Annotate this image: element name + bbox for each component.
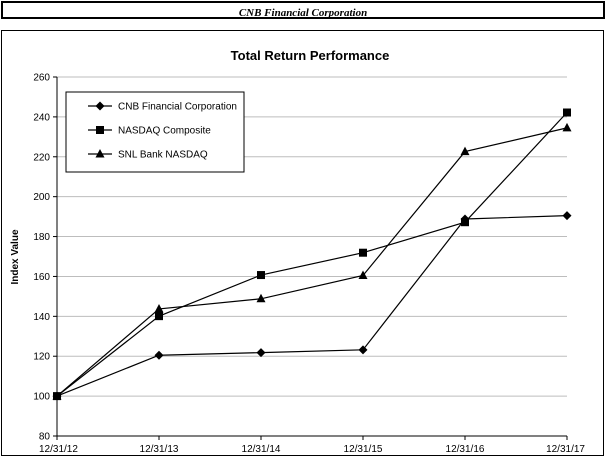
gridlines — [57, 76, 567, 397]
legend-label: SNL Bank NASDAQ — [118, 150, 208, 161]
legend: CNB Financial Corporation NASDAQ Composit… — [65, 91, 245, 173]
series-lines — [52, 108, 572, 401]
y-axis-label: Index Value — [10, 229, 21, 284]
legend-label: CNB Financial Corporation — [118, 102, 237, 113]
data-point-triangle — [154, 303, 164, 313]
series-line — [56, 112, 568, 397]
chart-frame — [1, 30, 604, 456]
y-tick-label: 200 — [33, 192, 50, 203]
legend-marker-diamond — [95, 101, 105, 111]
series-line — [56, 127, 568, 397]
data-point-diamond — [154, 350, 164, 360]
x-tick-label: 12/31/14 — [242, 444, 281, 455]
data-point-triangle — [562, 122, 572, 132]
company-title: CNB Financial Corporation — [238, 7, 368, 19]
series-diamond — [52, 211, 572, 401]
series-line — [56, 215, 568, 397]
x-tick-label: 12/31/13 — [140, 444, 179, 455]
data-point-square — [257, 271, 265, 280]
y-tick-label: 240 — [33, 112, 50, 123]
y-tick-label: 80 — [39, 432, 51, 443]
x-tick-label: 12/31/16 — [446, 444, 485, 455]
data-point-diamond — [256, 348, 266, 358]
chart-title: Total Return Performance — [231, 48, 390, 63]
header-banner: CNB Financial Corporation — [1, 1, 605, 19]
y-tick-label: 180 — [33, 232, 50, 243]
y-tick-label: 120 — [33, 352, 50, 363]
data-point-triangle — [358, 270, 368, 279]
y-tick-label: 140 — [33, 312, 50, 323]
y-tick-label: 100 — [33, 392, 50, 403]
data-point-triangle — [460, 146, 470, 156]
data-point-triangle — [256, 293, 266, 303]
legend-marker-triangle — [95, 149, 105, 158]
data-point-diamond — [562, 211, 572, 221]
data-point-square — [155, 312, 163, 321]
data-point-triangle — [52, 391, 62, 400]
data-point-square — [563, 108, 571, 117]
data-point-square — [461, 218, 469, 227]
x-tick-label: 12/31/15 — [344, 444, 383, 455]
data-point-diamond — [358, 345, 368, 355]
y-tick-label: 220 — [33, 152, 50, 163]
legend-marker-square — [96, 126, 104, 134]
legend-label: NASDAQ Composite — [118, 126, 211, 137]
series-triangle — [52, 122, 572, 400]
x-tick-label: 12/31/17 — [546, 444, 585, 455]
legend-box — [65, 91, 245, 173]
y-tick-label: 260 — [33, 73, 50, 84]
y-tick-label: 160 — [33, 272, 50, 283]
data-point-square — [359, 248, 367, 257]
axes: 80 100 120 140 160 180 200 220 240 260 12/31/12 12/… — [33, 73, 585, 456]
x-tick-label: 12/31/12 — [39, 444, 78, 455]
